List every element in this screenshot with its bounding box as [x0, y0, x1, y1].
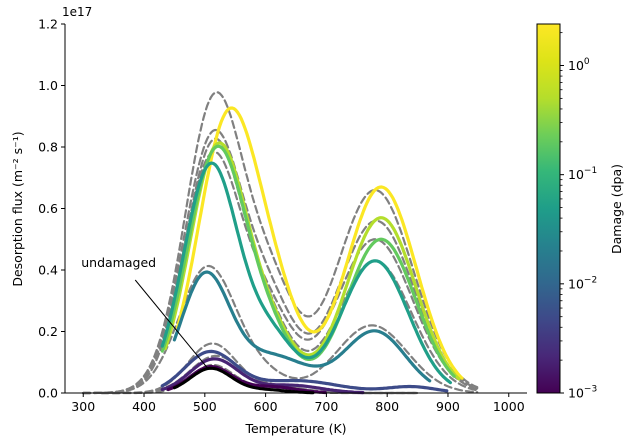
colorbar-tick-label: 10−2 — [568, 275, 597, 291]
x-tick-label: 600 — [254, 399, 278, 414]
colorbar-label: Damage (dpa) — [609, 164, 624, 254]
x-tick-label: 500 — [193, 399, 217, 414]
colorbar-tick-label: 10−3 — [568, 385, 597, 401]
y-tick-label: 1.0 — [38, 78, 58, 93]
series-sim-0 — [82, 91, 479, 395]
y-tick-label: 0.0 — [38, 386, 58, 401]
x-tick-label: 700 — [314, 399, 338, 414]
colorbar-gradient — [536, 23, 561, 394]
y-tick-label: 0.4 — [38, 263, 58, 278]
series-sim-2 — [82, 150, 479, 395]
series-exp-12 — [172, 270, 432, 383]
series-sim-4 — [82, 264, 479, 395]
series-exp-14 — [160, 357, 365, 395]
annotation-undamaged: undamaged — [81, 255, 156, 270]
plot-area: undamaged — [81, 91, 479, 395]
series-exp-11 — [160, 161, 452, 385]
x-axis-label: Temperature (K) — [244, 421, 346, 436]
colorbar-tick-label: 100 — [568, 57, 590, 73]
colorbar: 10−3 10−2 10−1 100 Damage (dpa) — [536, 23, 624, 401]
y-tick-label: 1.2 — [38, 17, 58, 32]
x-tick-label: 900 — [436, 399, 460, 414]
colorbar-ticks: 10−3 10−2 10−1 100 — [560, 32, 597, 401]
colorbar-tick-label: 10−1 — [568, 166, 597, 182]
y-tick-label: 0.6 — [38, 201, 58, 216]
y-axis-label: Desorption flux (m⁻² s⁻¹) — [10, 131, 25, 286]
x-tick-label: 800 — [375, 399, 399, 414]
y-axis-ticks: 0.0 0.2 0.4 0.6 0.8 1.0 1.2 — [38, 17, 65, 401]
x-tick-label: 300 — [71, 399, 95, 414]
series-layer — [82, 91, 479, 395]
annotation: undamaged — [81, 255, 209, 369]
series-undamaged-16 — [172, 366, 315, 395]
x-axis-ticks: 300 400 500 600 700 800 900 1000 — [71, 393, 525, 414]
annotation-arrow — [134, 279, 209, 369]
series-exp-13 — [160, 349, 449, 393]
y-tick-label: 0.2 — [38, 324, 58, 339]
series-sim-1 — [82, 128, 479, 395]
series-exp-8 — [175, 106, 464, 380]
series-exp-10 — [160, 144, 456, 378]
y-offset-label: 1e17 — [62, 5, 92, 19]
y-tick-label: 0.8 — [38, 140, 58, 155]
x-tick-label: 1000 — [493, 399, 525, 414]
x-tick-label: 400 — [132, 399, 156, 414]
